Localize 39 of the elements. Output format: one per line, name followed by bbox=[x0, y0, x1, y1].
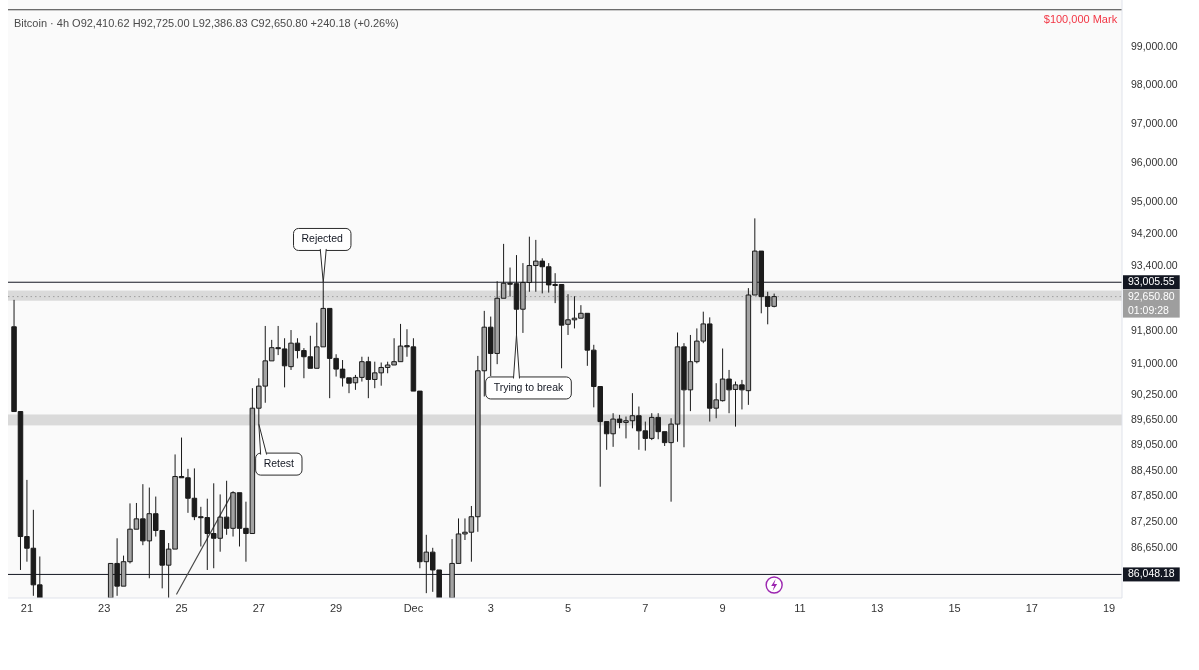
x-tick-label: 9 bbox=[719, 601, 726, 614]
ref-line-label: 86,048.18 bbox=[1128, 567, 1175, 580]
ref-line-label: 92,650.80 01:09:28 bbox=[1128, 289, 1175, 316]
y-tick-label: 94,200.00 bbox=[1131, 227, 1178, 240]
x-tick-label: 5 bbox=[564, 601, 572, 614]
x-tick-label: 11 bbox=[794, 601, 806, 614]
annotation: Trying to break bbox=[493, 380, 565, 393]
y-tick-label: 93,400.00 bbox=[1131, 259, 1178, 272]
x-tick-label: 13 bbox=[871, 601, 884, 614]
y-tick-label: 95,000.00 bbox=[1131, 195, 1178, 208]
y-tick-label: 91,800.00 bbox=[1131, 324, 1178, 337]
y-tick-label: 87,250.00 bbox=[1131, 515, 1178, 528]
x-tick-label: 23 bbox=[98, 601, 111, 614]
y-tick-label: 89,050.00 bbox=[1131, 438, 1178, 451]
annotation: Rejected bbox=[301, 232, 344, 245]
x-tick-label: Dec bbox=[403, 601, 424, 614]
y-tick-label: 98,000.00 bbox=[1131, 78, 1178, 91]
annotation: $100,000 Mark bbox=[1043, 12, 1118, 25]
x-tick-label: 19 bbox=[1102, 601, 1116, 614]
y-tick-label: 91,000.00 bbox=[1131, 356, 1178, 369]
x-tick-label: 15 bbox=[948, 601, 961, 614]
y-tick-label: 97,000.00 bbox=[1131, 117, 1178, 129]
y-tick-label: 90,250.00 bbox=[1131, 388, 1178, 401]
y-tick-label: 99,000.00 bbox=[1131, 40, 1178, 53]
y-tick-label: 96,000.00 bbox=[1131, 155, 1178, 168]
y-tick-label: 86,650.00 bbox=[1131, 541, 1178, 554]
y-tick-label: 87,850.00 bbox=[1131, 489, 1178, 502]
ref-line-label: 93,005.55 bbox=[1128, 275, 1175, 288]
x-tick-label: 17 bbox=[1025, 601, 1038, 614]
y-tick-label: 88,450.00 bbox=[1131, 463, 1178, 476]
x-tick-label: 27 bbox=[252, 601, 265, 614]
x-tick-label: 25 bbox=[175, 601, 188, 614]
annotation: Retest bbox=[263, 456, 295, 469]
x-tick-label: 3 bbox=[487, 601, 494, 614]
y-tick-label: 89,650.00 bbox=[1131, 413, 1178, 426]
text: Bitcoin · 4h O92,410.62 H92,725.00 L92,386.83 C92,650.80 +240.18 (+0.26%) bbox=[14, 16, 399, 29]
x-tick-label: 21 bbox=[20, 601, 34, 614]
x-tick-label: 29 bbox=[330, 601, 343, 614]
x-tick-label: 7 bbox=[642, 601, 649, 614]
